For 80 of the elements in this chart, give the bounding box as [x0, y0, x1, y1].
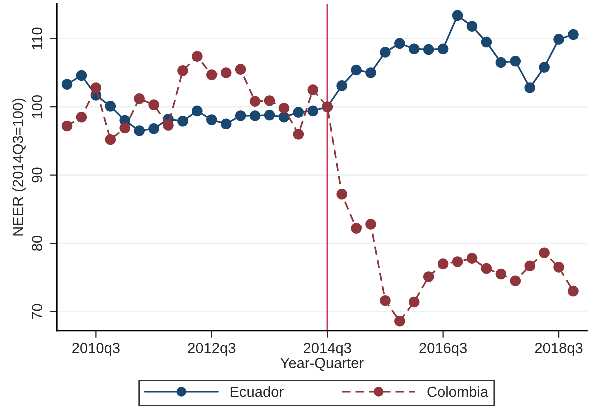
y-tick-label: 80: [32, 236, 42, 252]
point: [192, 106, 203, 117]
point: [351, 64, 362, 76]
point: [394, 38, 406, 50]
point: [264, 110, 276, 121]
point: [524, 260, 536, 272]
point: [148, 100, 160, 110]
point: [510, 276, 522, 286]
point: [76, 70, 88, 82]
point: [62, 120, 73, 132]
point: [192, 51, 203, 62]
point: [481, 263, 492, 274]
point: [336, 80, 348, 92]
point: [568, 29, 579, 40]
point: [452, 10, 464, 22]
point: [105, 134, 116, 146]
point: [380, 47, 391, 58]
point: [423, 272, 434, 282]
x-axis-title: Year-Quarter: [280, 358, 364, 371]
point: [220, 68, 232, 78]
point: [539, 62, 550, 73]
point: [62, 79, 73, 90]
point: [423, 44, 434, 56]
point: [366, 219, 376, 230]
point: [206, 114, 218, 126]
point: [524, 82, 536, 94]
point: [148, 124, 160, 134]
point: [394, 316, 406, 327]
point: [481, 36, 492, 48]
y-tick-label: 110: [32, 28, 42, 50]
point: [438, 44, 449, 54]
point: [178, 116, 188, 127]
point: [438, 258, 449, 270]
point: [496, 268, 507, 280]
point: [235, 110, 246, 122]
point: [264, 96, 276, 106]
point: [293, 107, 304, 118]
point: [178, 66, 188, 76]
point: [293, 129, 304, 140]
point: [250, 96, 261, 108]
x-tick-label: 2014q3: [304, 343, 352, 356]
legend-label: Colombia: [428, 386, 489, 398]
x-tick-label: 2018q3: [535, 343, 583, 356]
point: [366, 68, 376, 78]
point: [539, 248, 550, 258]
point: [466, 253, 478, 264]
point: [105, 101, 116, 112]
point: [510, 56, 522, 67]
point: [452, 256, 464, 268]
point: [554, 262, 564, 273]
point: [409, 44, 420, 54]
point: [134, 126, 145, 136]
x-tick-label: 2010q3: [72, 343, 120, 356]
y-axis-title: NEER (2014Q3=100): [12, 98, 26, 236]
point: [466, 21, 478, 32]
point: [308, 84, 319, 96]
y-tick-label: 70: [32, 304, 42, 320]
legend-label: Ecuador: [230, 386, 284, 398]
point: [351, 223, 362, 234]
x-tick-label: 2012q3: [188, 343, 236, 356]
point: [380, 295, 391, 306]
point: [568, 286, 579, 297]
point: [90, 82, 102, 94]
y-tick-label: 90: [32, 168, 42, 183]
point: [250, 110, 261, 122]
point: [206, 70, 218, 80]
point: [308, 106, 319, 117]
point: [496, 57, 507, 68]
point: [235, 64, 246, 75]
point: [336, 189, 348, 200]
point: [554, 34, 564, 45]
point: [134, 94, 145, 104]
point: [76, 112, 88, 123]
y-tick-label: 100: [32, 95, 42, 118]
point: [120, 122, 130, 134]
x-tick-label: 2016q3: [420, 343, 468, 356]
point: [409, 296, 420, 308]
point: [220, 118, 232, 130]
point: [278, 103, 290, 114]
point: [163, 120, 174, 131]
